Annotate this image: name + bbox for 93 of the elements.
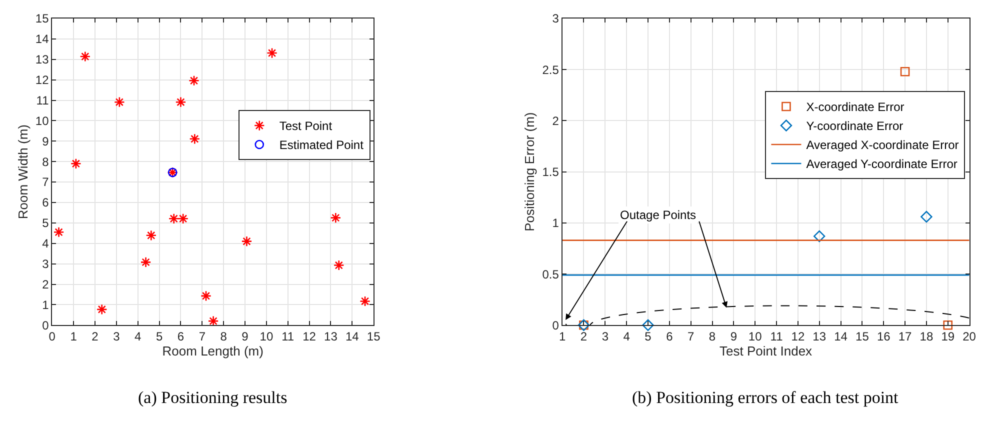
- x-tick-label: 4: [134, 330, 142, 344]
- y-tick-label: 0.5: [542, 267, 560, 282]
- text: (b) Positioning errors of each test point: [632, 388, 899, 407]
- x-tick-label: 6: [666, 330, 674, 344]
- x-tick-label: 14: [345, 330, 360, 344]
- point: [266, 48, 278, 58]
- y-tick-label: 4: [42, 236, 50, 251]
- point: [189, 133, 200, 144]
- x-tick-label: 2: [580, 330, 588, 344]
- y-tick-label: 3: [552, 12, 560, 26]
- x-tick-label: 10: [260, 330, 274, 344]
- annotation: Outage Points: [620, 208, 696, 222]
- y-tick-label: 6: [42, 196, 50, 210]
- x-tick-label: 13: [324, 330, 338, 344]
- point: [178, 213, 189, 224]
- x-tick-label: 9: [730, 330, 738, 344]
- point: [175, 96, 186, 108]
- point: [360, 296, 370, 307]
- text: (a) Positioning results: [138, 388, 288, 407]
- x-tick-label: 2: [92, 330, 99, 344]
- point: [53, 226, 64, 238]
- y-tick-label: 8: [42, 154, 50, 169]
- y-tick-label: 12: [35, 73, 50, 88]
- legend-label: Test Point: [279, 119, 333, 134]
- y-tick-label: 0: [42, 318, 50, 332]
- x-tick-label: 3: [113, 330, 120, 344]
- point: [114, 96, 125, 108]
- x-tick-label: 17: [898, 330, 912, 344]
- x-tick-label: 15: [366, 330, 381, 344]
- point: [140, 256, 152, 268]
- y-tick-label: 5: [42, 216, 50, 230]
- y-tick-label: 14: [35, 32, 50, 46]
- legend-label: X-coordinate Error: [806, 100, 904, 114]
- point: [333, 260, 344, 271]
- point: [900, 66, 910, 76]
- x-tick-label: 13: [812, 330, 826, 344]
- x-tick-label: 15: [856, 330, 870, 344]
- x-tick-label: 12: [302, 330, 316, 344]
- point: [146, 230, 157, 241]
- y-tick-label: 9: [42, 134, 50, 148]
- point: [920, 210, 932, 223]
- y-axis-title: Positioning Error (m): [522, 112, 538, 232]
- x-tick-label: 7: [687, 330, 694, 344]
- y-axis-title: Room Width (m): [15, 124, 30, 220]
- legend-label: Averaged X-coordinate Error: [806, 138, 959, 152]
- x-tick-label: 5: [644, 330, 652, 344]
- legend-label: Estimated Point: [279, 138, 364, 152]
- x-tick-label: 11: [282, 330, 294, 344]
- point: [241, 236, 252, 247]
- point: [642, 319, 654, 332]
- x-tick-label: 20: [962, 330, 976, 344]
- y-tick-label: 2.5: [542, 62, 560, 77]
- x-tick-label: 14: [834, 330, 848, 344]
- y-tick-label: 11: [36, 93, 50, 108]
- legend-label: Averaged Y-coordinate Error: [806, 157, 958, 172]
- x-tick-label: 18: [920, 330, 934, 344]
- x-tick-label: 19: [941, 330, 955, 344]
- x-tick-label: 8: [708, 330, 716, 344]
- y-tick-label: 2: [552, 114, 560, 128]
- y-tick-label: 10: [35, 114, 50, 128]
- point: [943, 320, 953, 330]
- x-tick-label: 10: [748, 330, 762, 344]
- y-tick-label: 7: [42, 175, 50, 190]
- y-tick-label: 1: [42, 298, 50, 312]
- legend-label: Y-coordinate Error: [806, 119, 904, 134]
- x-tick-label: 6: [177, 330, 184, 344]
- point: [96, 304, 108, 315]
- y-tick-label: 3: [42, 257, 50, 272]
- x-tick-label: 1: [70, 330, 78, 344]
- x-tick-label: 16: [876, 330, 891, 344]
- point: [168, 213, 180, 224]
- x-tick-label: 8: [220, 330, 228, 344]
- x-tick-label: 5: [156, 330, 163, 344]
- x-tick-label: 7: [198, 330, 206, 344]
- y-tick-label: 13: [35, 52, 50, 67]
- x-tick-label: 9: [242, 330, 249, 344]
- y-tick-label: 15: [35, 12, 50, 26]
- x-tick-label: 4: [623, 330, 630, 344]
- point: [200, 290, 212, 302]
- x-tick-label: 12: [791, 330, 805, 344]
- y-tick-label: 0: [552, 318, 560, 332]
- y-tick-label: 1.5: [542, 165, 560, 180]
- point: [70, 158, 82, 170]
- y-tick-label: 2: [42, 277, 50, 292]
- x-axis-title: Room Length (m): [162, 344, 264, 359]
- point: [188, 75, 200, 86]
- y-tick-label: 1: [552, 216, 560, 230]
- point: [330, 212, 342, 224]
- x-tick-label: 11: [770, 330, 784, 344]
- x-axis-title: Test Point Index: [720, 344, 813, 359]
- point: [80, 51, 91, 62]
- x-tick-label: 3: [602, 330, 609, 344]
- point: [814, 230, 826, 242]
